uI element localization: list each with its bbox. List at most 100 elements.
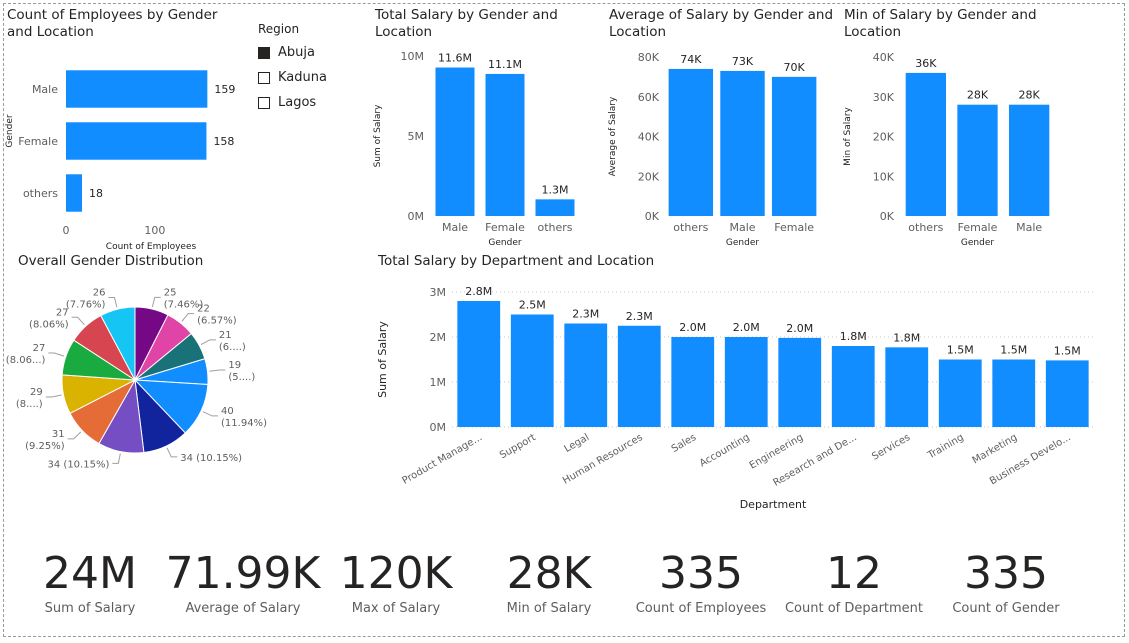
bar [992, 359, 1036, 427]
bar [1009, 104, 1050, 216]
y-tick-label: 0K [645, 210, 660, 223]
leader-line [45, 394, 62, 398]
x-tick-label: Female [958, 221, 998, 234]
kpi-label: Max of Salary [351, 601, 441, 616]
data-label: 1.5M [1000, 344, 1027, 357]
legend-item-lagos[interactable]: Lagos [258, 90, 327, 115]
x-tick-label: Services [870, 432, 912, 463]
data-label: 158 [213, 135, 234, 148]
slice-label: 34 (10.15%) [48, 459, 110, 470]
data-label: 2.5M [519, 299, 546, 312]
legend-checkbox-abuja[interactable] [258, 46, 270, 59]
kpi-sum-salary[interactable]: 24M Sum of Salary [20, 548, 160, 618]
legend-item-kaduna[interactable]: Kaduna [258, 65, 327, 90]
kpi-count-gender[interactable]: 335 Count of Gender [936, 548, 1076, 618]
department-salary-chart[interactable]: 0M 1M 2M 3M 2.8M Product Manage... 2.5M Support… [370, 275, 1120, 520]
x-tick-label: others [673, 221, 708, 234]
bar [1045, 360, 1089, 427]
slice-label: 29 [30, 387, 43, 398]
slice-label: (5....) [228, 372, 255, 383]
gender-pie-chart[interactable]: 25(7.46%)22(6.57%) 21(6....) 19(5....) 40(1… [0, 275, 300, 485]
slice-label: 40 [221, 406, 234, 417]
avg-salary-chart[interactable]: 0K 20K 40K 60K 80K 74K others 73K Male 70K Female G… [605, 45, 830, 250]
slice-label: (8....) [16, 399, 43, 410]
y-axis-title: Sum of Salary [376, 321, 389, 398]
kpi-label: Count of Employees [635, 601, 767, 616]
y-tick-label: 80K [638, 51, 660, 64]
x-axis-title: Department [740, 498, 807, 511]
slice-label: 26 [93, 288, 106, 299]
data-label: 2.0M [786, 322, 813, 335]
pie-slice [100, 306, 136, 381]
data-label: 11.6M [438, 52, 472, 65]
x-tick-label: Sales [670, 432, 699, 455]
slice-label: 34 (10.15%) [180, 453, 242, 464]
slice-label: 19 [228, 360, 241, 371]
bar [771, 76, 817, 216]
slice-label: (8.06...) [6, 355, 46, 366]
kpi-max-salary[interactable]: 120K Max of Salary [326, 548, 466, 618]
legend-checkbox-kaduna[interactable] [258, 71, 270, 84]
slice-label: 25 [164, 287, 177, 298]
bar [435, 67, 475, 216]
min-salary-title: Min of Salary by Gender and Location [844, 7, 1037, 40]
x-axis-title: Gender [726, 238, 759, 248]
kpi-label: Sum of Salary [44, 601, 136, 616]
y-axis-title: Gender [5, 114, 15, 147]
slice-label: 31 [52, 429, 65, 440]
data-label: 36K [915, 57, 937, 70]
kpi-count-department[interactable]: 12 Count of Department [784, 548, 924, 618]
bar [671, 337, 715, 427]
y-tick-label: 10K [873, 170, 895, 183]
legend-title: Region [258, 22, 300, 36]
x-tick-label: others [908, 221, 943, 234]
slice-label: (6....) [219, 342, 246, 353]
slice-label: 21 [219, 330, 232, 341]
legend-item-abuja[interactable]: Abuja [258, 40, 327, 65]
leader-line [166, 447, 178, 458]
leader-line [67, 431, 82, 440]
y-tick-label: 0K [880, 210, 895, 223]
kpi-value: 71.99K [165, 548, 321, 599]
y-tick-label: 60K [638, 91, 660, 104]
y-tick-label: 5M [408, 130, 425, 143]
x-tick-label: others [537, 221, 572, 234]
bar [66, 122, 207, 160]
x-tick-label: Male [442, 221, 468, 234]
slice-label: (11.94%) [221, 418, 267, 429]
y-tick-label: others [23, 187, 58, 200]
x-tick-label: Product Manage... [400, 432, 484, 487]
legend-label: Lagos [278, 95, 317, 110]
kpi-value: 120K [339, 548, 453, 599]
leader-line [48, 352, 65, 357]
count-employees-chart[interactable]: 159 Male 158 Female 18 others 0 100 Count of Emp… [0, 45, 250, 252]
y-tick-label: 30K [873, 91, 895, 104]
data-label: 1.8M [840, 330, 867, 343]
y-tick-label: 2M [430, 331, 447, 344]
x-tick-label: Male [1016, 221, 1042, 234]
data-label: 73K [732, 55, 754, 68]
y-tick-label: 0M [430, 421, 447, 434]
y-axis-title: Average of Salary [608, 96, 618, 176]
bar [905, 72, 946, 217]
kpi-count-employees[interactable]: 335 Count of Employees [631, 548, 771, 618]
kpi-label: Count of Department [784, 601, 924, 616]
bar [938, 359, 982, 427]
slice-label: (8.06%) [29, 319, 69, 330]
bar [831, 346, 875, 427]
total-salary-chart[interactable]: 0M 5M 10M 11.6M Male 11.1M Female 1.3M others Gen… [370, 45, 590, 250]
data-label: 1.8M [893, 331, 920, 344]
x-tick-label: Training [925, 432, 966, 462]
leader-line [112, 453, 121, 464]
kpi-label: Min of Salary [506, 601, 592, 616]
kpi-min-salary[interactable]: 28K Min of Salary [479, 548, 619, 618]
y-axis-title: Sum of Salary [373, 104, 383, 168]
kpi-average-salary[interactable]: 71.99K Average of Salary [163, 548, 323, 618]
region-legend: Region Abuja Kaduna Lagos [258, 22, 327, 115]
bar [457, 301, 501, 427]
data-label: 1.5M [947, 344, 974, 357]
legend-checkbox-lagos[interactable] [258, 96, 270, 109]
kpi-value: 335 [964, 548, 1048, 599]
x-tick-label: Accounting [698, 432, 752, 469]
min-salary-chart[interactable]: 0K 10K 20K 30K 40K 36K others 28K Female 28K Male G… [840, 45, 1065, 250]
